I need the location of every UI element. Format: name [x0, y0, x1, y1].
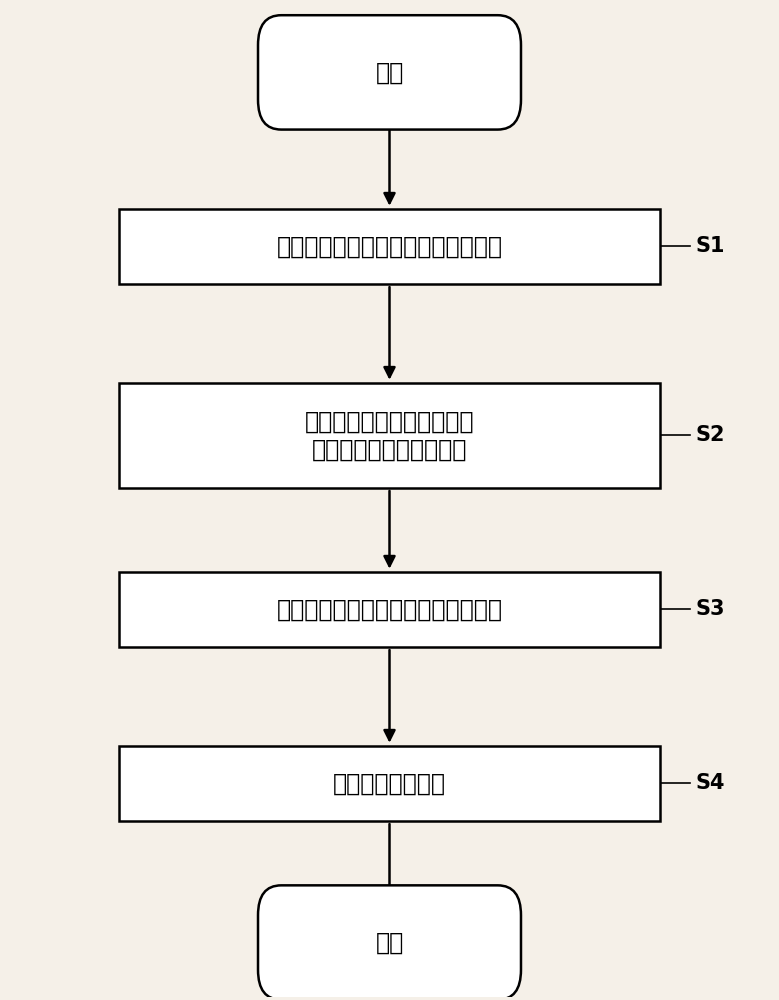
- Text: 用分散剂对粒子的表面进行表面修饰: 用分散剂对粒子的表面进行表面修饰: [277, 234, 502, 258]
- FancyBboxPatch shape: [118, 746, 661, 821]
- FancyBboxPatch shape: [258, 885, 521, 1000]
- Text: 开始: 开始: [375, 60, 404, 84]
- Text: 对凝胶进行热处理: 对凝胶进行热处理: [333, 771, 446, 795]
- FancyBboxPatch shape: [118, 383, 661, 488]
- Text: S2: S2: [695, 425, 724, 445]
- FancyBboxPatch shape: [118, 572, 661, 647]
- FancyBboxPatch shape: [258, 15, 521, 130]
- Text: S1: S1: [695, 236, 724, 256]
- Text: 使经过表面修饰的粒子分散
于包含锂化合物的溶液中: 使经过表面修饰的粒子分散 于包含锂化合物的溶液中: [305, 409, 474, 461]
- Text: S3: S3: [695, 599, 724, 619]
- Text: 从前驱体溶液除去溶剂而使其凝胶化: 从前驱体溶液除去溶剂而使其凝胶化: [277, 597, 502, 621]
- Text: S4: S4: [695, 773, 724, 793]
- Text: 结束: 结束: [375, 931, 404, 955]
- FancyBboxPatch shape: [118, 209, 661, 284]
